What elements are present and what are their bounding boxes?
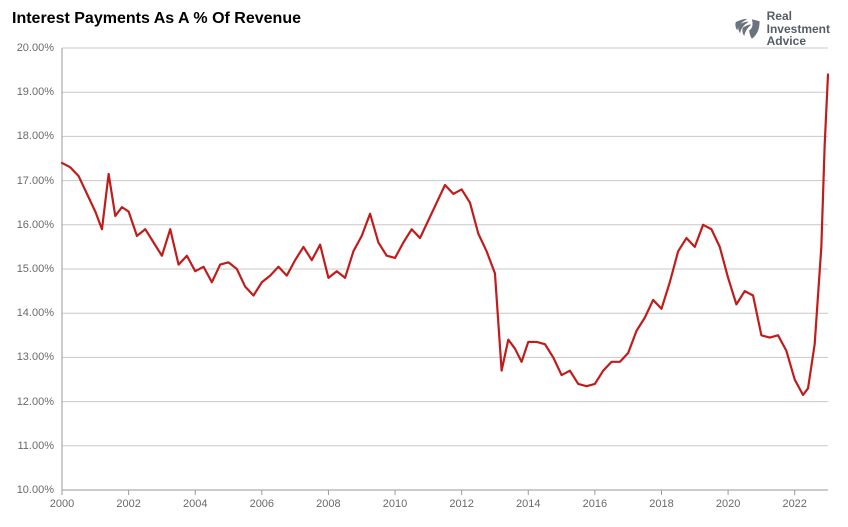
x-tick-label: 2020	[716, 498, 740, 510]
x-tick-label: 2014	[516, 498, 540, 510]
x-tick-label: 2018	[649, 498, 673, 510]
chart-container: Interest Payments As A % Of Revenue Real…	[0, 0, 848, 527]
x-tick-label: 2010	[383, 498, 407, 510]
x-tick-label: 2002	[116, 498, 140, 510]
data-line	[62, 75, 828, 395]
x-tick-label: 2006	[250, 498, 274, 510]
x-tick-label: 2004	[183, 498, 207, 510]
x-tick-label: 2022	[782, 498, 806, 510]
x-tick-label: 2012	[449, 498, 473, 510]
x-tick-label: 2016	[583, 498, 607, 510]
x-tick-label: 2000	[50, 498, 74, 510]
chart-plot	[0, 0, 848, 527]
x-tick-label: 2008	[316, 498, 340, 510]
